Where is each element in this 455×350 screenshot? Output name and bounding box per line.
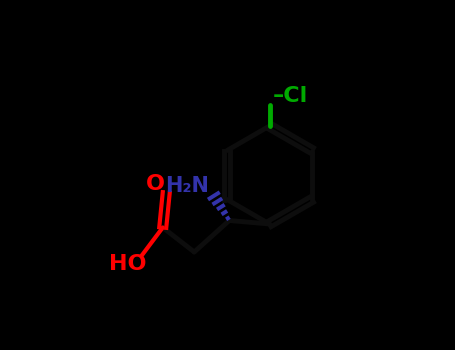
Text: –Cl: –Cl	[273, 86, 308, 106]
Text: H₂N: H₂N	[165, 175, 209, 196]
Text: HO: HO	[109, 254, 147, 274]
Text: O: O	[146, 174, 165, 194]
